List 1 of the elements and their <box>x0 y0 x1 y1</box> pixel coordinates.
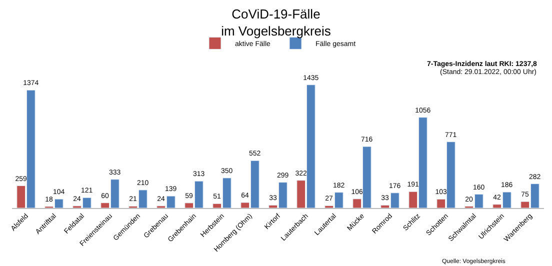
chart-title: CoViD-19-Fälle im Vogelsbergkreis <box>221 6 332 39</box>
